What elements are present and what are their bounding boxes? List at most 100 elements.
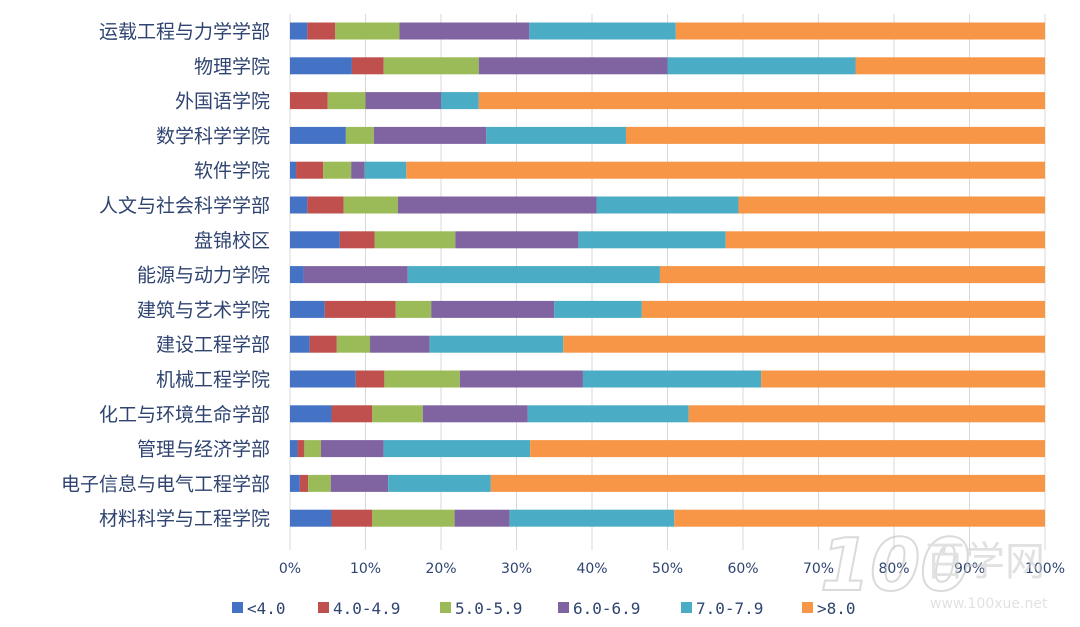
legend-swatch <box>802 602 813 613</box>
bar-segment <box>323 161 352 179</box>
bar-row <box>290 196 1045 214</box>
legend-swatch <box>318 602 329 613</box>
bar-segment <box>530 440 1045 458</box>
bar-row <box>290 126 1045 144</box>
x-tick-label: 90% <box>954 561 985 577</box>
bar-segment <box>407 266 660 284</box>
bar-row <box>290 92 1045 110</box>
legend-swatch <box>558 602 569 613</box>
bar-segment <box>290 335 310 353</box>
bar-row <box>290 370 1045 388</box>
bar-segment <box>290 474 300 492</box>
bar-segment <box>738 196 1045 214</box>
bar-segment <box>509 509 675 527</box>
legend: <4.0 4.0-4.9 5.0-5.9 6.0-6.9 7.0-7.9 >8.0 <box>232 599 856 618</box>
bar-segment <box>374 231 456 249</box>
x-tick-label: 80% <box>878 561 909 577</box>
bar-segment <box>372 509 455 527</box>
bar-segment <box>290 440 298 458</box>
bar-segment <box>454 509 510 527</box>
bar-segment <box>351 57 384 75</box>
x-tick-label: 0% <box>279 561 301 577</box>
bar-segment <box>383 440 531 458</box>
category-label: 物理学院 <box>194 56 270 78</box>
bar-segment <box>331 405 373 423</box>
category-label: 人文与社会科学学部 <box>99 195 270 217</box>
category-label: 软件学院 <box>194 160 270 182</box>
bar-segment <box>490 474 1046 492</box>
bar-segment <box>688 405 1045 423</box>
category-label: 外国语学院 <box>175 91 270 113</box>
bar-segment <box>355 370 385 388</box>
legend-swatch <box>681 602 692 613</box>
bar-row <box>290 509 1045 527</box>
legend-swatch <box>232 602 243 613</box>
bar-segment <box>578 231 726 249</box>
bar-segment <box>290 57 352 75</box>
legend-swatch <box>440 602 451 613</box>
bar-row <box>290 300 1045 318</box>
bar-segment <box>290 126 346 144</box>
bar-segment <box>429 335 564 353</box>
legend-label: 4.0-4.9 <box>333 599 400 618</box>
bar-segment <box>725 231 1045 249</box>
bar-segment <box>351 161 365 179</box>
bar-segment <box>290 509 332 527</box>
bar-row <box>290 474 1046 492</box>
bar-segment <box>299 474 309 492</box>
x-tick-label: 40% <box>576 561 607 577</box>
x-tick-label: 20% <box>425 561 456 577</box>
bar-segment <box>290 196 308 214</box>
category-label: 建筑与艺术学院 <box>137 299 270 321</box>
bar-row <box>290 440 1045 458</box>
category-label: 材料科学与工程学院 <box>99 508 270 530</box>
bar-segment <box>365 92 441 110</box>
x-tick-label: 10% <box>350 561 381 577</box>
x-tick-label: 60% <box>727 561 758 577</box>
bar-segment <box>384 370 460 388</box>
bar-segment <box>370 335 430 353</box>
bar-segment <box>372 405 423 423</box>
bar-segment <box>399 22 530 40</box>
bar-segment <box>307 22 336 40</box>
bar-segment <box>304 440 321 458</box>
category-label: 管理与经济学部 <box>137 439 270 461</box>
bar-segment <box>364 161 407 179</box>
bar-segment <box>441 92 479 110</box>
bar-segment <box>327 92 366 110</box>
bar-segment <box>529 22 676 40</box>
bar-segment <box>290 161 297 179</box>
category-label: 能源与动力学院 <box>137 265 270 287</box>
legend-label: 6.0-6.9 <box>573 599 640 618</box>
bar-segment <box>290 300 325 318</box>
bar-segment <box>290 92 328 110</box>
bar-segment <box>307 196 344 214</box>
bar-segment <box>596 196 739 214</box>
bar-segment <box>290 266 304 284</box>
bar-segment <box>290 405 332 423</box>
bar-row <box>290 266 1045 284</box>
bar-segment <box>345 126 374 144</box>
bar-segment <box>324 300 396 318</box>
bar-segment <box>303 266 408 284</box>
bar-segment <box>659 266 1045 284</box>
bar-segment <box>296 161 324 179</box>
bar-segment <box>297 440 305 458</box>
watermark-url-text: www.100xue.net <box>930 596 1048 612</box>
bar-segment <box>675 22 1045 40</box>
bar-segment <box>527 405 689 423</box>
bar-segment <box>330 474 389 492</box>
bar-segment <box>331 509 373 527</box>
bar-row <box>290 405 1045 423</box>
legend-label: 7.0-7.9 <box>696 599 763 618</box>
bar-segment <box>388 474 491 492</box>
bar-segment <box>336 335 371 353</box>
bar-segment <box>455 231 579 249</box>
bar-segment <box>309 335 337 353</box>
bar-segment <box>563 335 1045 353</box>
bar-segment <box>383 57 479 75</box>
x-tick-label: 50% <box>652 561 683 577</box>
